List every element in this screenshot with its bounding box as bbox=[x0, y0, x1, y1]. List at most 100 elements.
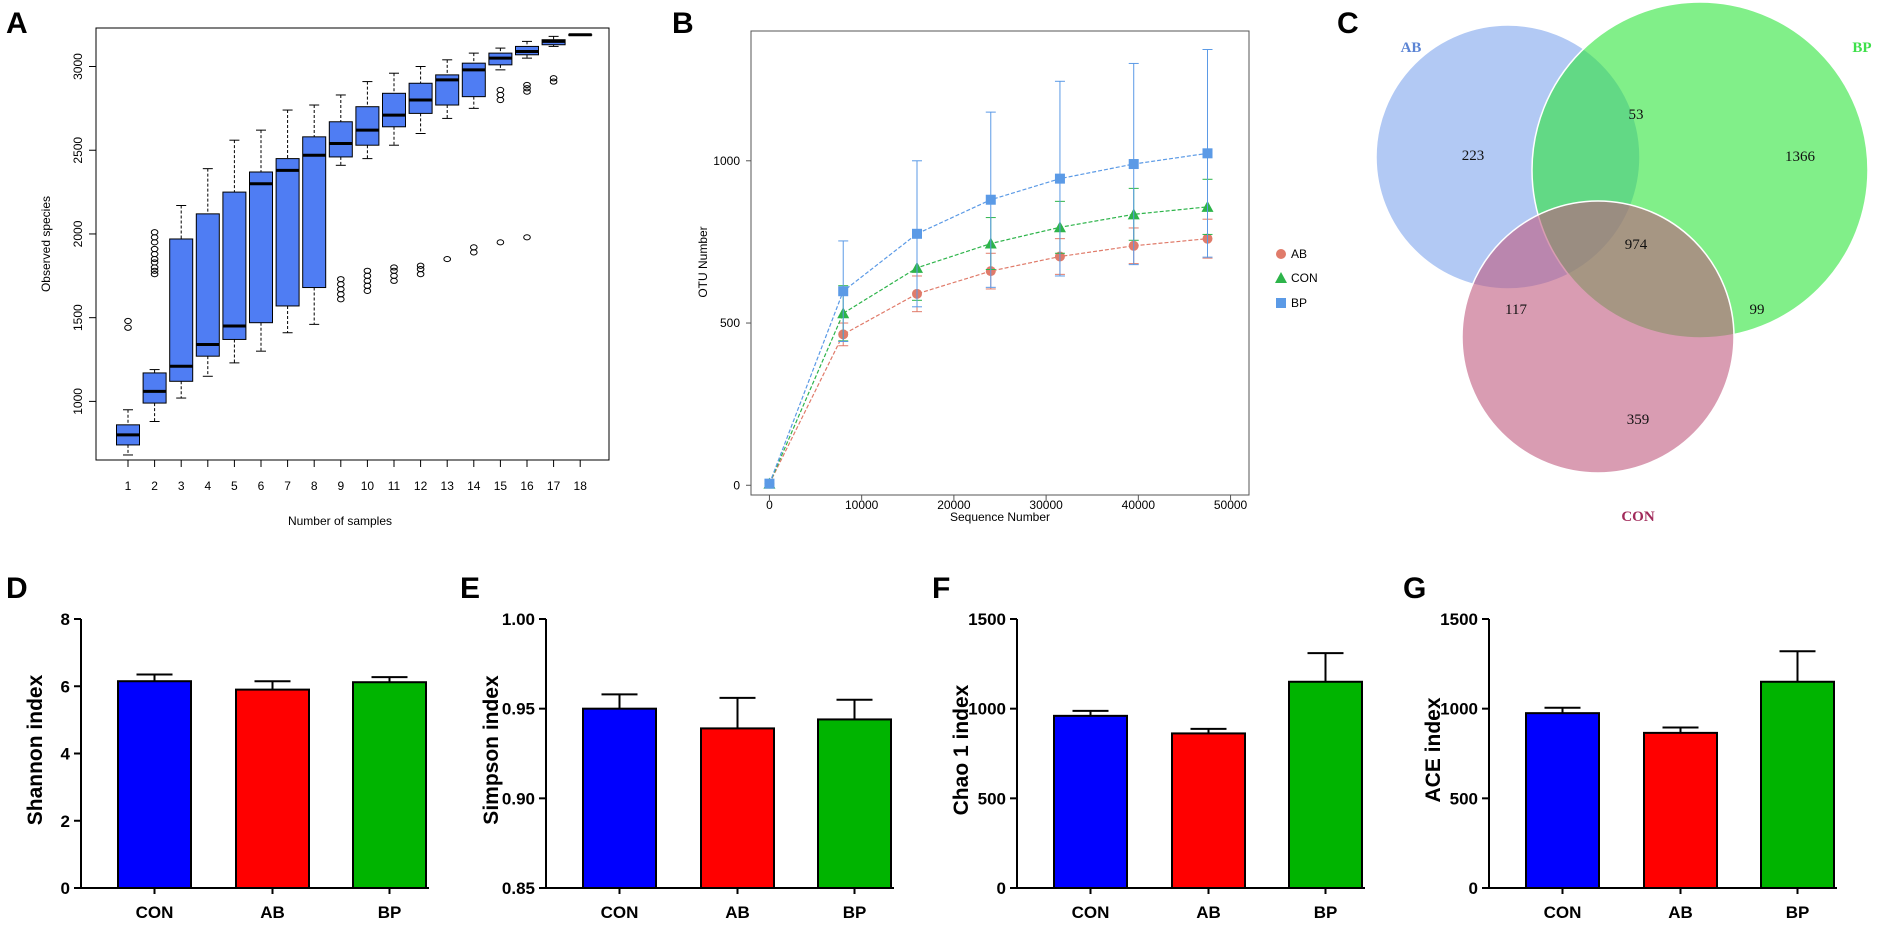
boxplot-x-tick-label: 9 bbox=[337, 479, 344, 493]
chao1-y-axis-label: Chao 1 index bbox=[950, 684, 973, 815]
boxplot-box bbox=[355, 106, 380, 146]
boxplot-outlier bbox=[496, 96, 505, 104]
boxplot-x-tick-label: 6 bbox=[258, 479, 265, 493]
line-point-bp bbox=[764, 478, 775, 489]
boxplot-outlier bbox=[150, 267, 159, 274]
bar-y-tick-label: 1000 bbox=[1440, 700, 1478, 719]
legend-label-bp: BP bbox=[1291, 296, 1307, 310]
boxplot-outlier bbox=[470, 244, 478, 251]
boxplot-outlier bbox=[150, 234, 159, 241]
venn-count-bp-only: 1366 bbox=[1785, 149, 1816, 165]
boxplot-chart: Number of samples Observed species 1000 1… bbox=[39, 27, 610, 528]
line-point-bp bbox=[1202, 148, 1213, 159]
bar-con bbox=[1053, 714, 1128, 890]
bar-con bbox=[1525, 712, 1600, 890]
boxplot-box bbox=[382, 92, 406, 128]
boxplot-y-tick-label: 3000 bbox=[71, 53, 85, 80]
boxplot-outlier bbox=[363, 267, 372, 274]
boxplot-outlier bbox=[150, 264, 159, 271]
boxplot-x-tick-label: 8 bbox=[311, 479, 318, 493]
boxplot-outlier bbox=[363, 287, 372, 294]
bar-y-tick-label: 0 bbox=[997, 879, 1006, 898]
bar-y-tick-label: 0.90 bbox=[502, 789, 535, 808]
line-x-tick-label: 10000 bbox=[845, 498, 879, 512]
boxplot-outlier bbox=[443, 255, 452, 263]
bar-x-tick-label: AB bbox=[725, 903, 750, 922]
boxplot-x-tick-label: 5 bbox=[231, 479, 238, 493]
ace-bar-chart: ACE index 0 500 1000 1500 CON AB BP bbox=[1422, 610, 1837, 922]
boxplot-outlier bbox=[390, 277, 398, 284]
boxplot-outlier bbox=[416, 262, 425, 269]
bar-x-tick-label: BP bbox=[1786, 903, 1810, 922]
line-x-tick-label: 30000 bbox=[1029, 498, 1063, 512]
boxplot-x-tick-label: 14 bbox=[467, 479, 481, 493]
boxplot-outlier bbox=[523, 88, 531, 95]
legend-label-con: CON bbox=[1291, 271, 1318, 285]
boxplot-outlier bbox=[363, 272, 372, 279]
legend-label-ab: AB bbox=[1291, 247, 1307, 261]
line-chart-frame bbox=[750, 30, 1250, 496]
panel-label-d: D bbox=[6, 572, 28, 605]
boxplot-outlier bbox=[390, 267, 398, 274]
boxplot-outlier bbox=[150, 255, 159, 263]
bar-con bbox=[582, 707, 657, 890]
boxplot-outlier bbox=[523, 234, 531, 241]
boxplot-box bbox=[275, 158, 300, 307]
boxplot-y-tick-label: 2000 bbox=[71, 220, 85, 247]
boxplot-box bbox=[328, 121, 353, 158]
bar-x-tick-label: BP bbox=[1314, 903, 1338, 922]
boxplot-outlier bbox=[416, 271, 425, 278]
venn-set-label-ab: AB bbox=[1401, 40, 1422, 56]
boxplot-outlier bbox=[124, 317, 132, 325]
bar-ab bbox=[1643, 731, 1718, 889]
bar-y-tick-label: 500 bbox=[1450, 789, 1478, 808]
bar-x-tick-label: CON bbox=[136, 903, 174, 922]
venn-count-ab-bp: 53 bbox=[1629, 107, 1644, 123]
chao1-bar-chart: Chao 1 index 0 500 1000 1500 CON AB BP bbox=[950, 610, 1365, 922]
bar-y-tick-label: 0 bbox=[61, 879, 70, 898]
rarefaction-line-chart: Sequence Number OTU Number 0 10000 20000 30… bbox=[696, 30, 1318, 524]
boxplot-x-tick-label: 4 bbox=[204, 479, 211, 493]
venn-count-all: 974 bbox=[1625, 237, 1648, 253]
bar-y-tick-label: 2 bbox=[61, 812, 70, 831]
bar-bp bbox=[352, 681, 427, 890]
line-x-tick-label: 40000 bbox=[1122, 498, 1156, 512]
boxplot-x-tick-label: 15 bbox=[494, 479, 508, 493]
boxplot-box bbox=[249, 171, 273, 324]
boxplot-x-tick-label: 1 bbox=[125, 479, 132, 493]
bar-con bbox=[117, 680, 192, 889]
bar-y-tick-label: 1500 bbox=[1440, 610, 1478, 629]
bar-y-tick-label: 0 bbox=[1469, 879, 1478, 898]
boxplot-box bbox=[302, 136, 327, 289]
boxplot-x-axis-label: Number of samples bbox=[288, 514, 392, 528]
boxplot-outlier bbox=[416, 266, 425, 273]
panel-label-e: E bbox=[460, 572, 480, 605]
boxplot-x-tick-label: 3 bbox=[178, 479, 185, 493]
boxplot-x-tick-label: 2 bbox=[151, 479, 158, 493]
boxplot-outlier bbox=[496, 239, 505, 246]
bar-bp bbox=[1288, 680, 1363, 889]
bar-ab bbox=[235, 688, 310, 889]
boxplot-outlier bbox=[337, 286, 345, 293]
boxplot-box bbox=[435, 74, 460, 106]
boxplot-y-tick-label: 1000 bbox=[71, 388, 85, 415]
venn-count-ab-con: 117 bbox=[1505, 302, 1527, 318]
bar-y-tick-label: 0.95 bbox=[502, 700, 535, 719]
panel-label-g: G bbox=[1403, 572, 1426, 605]
legend-marker-ab bbox=[1276, 249, 1286, 259]
boxplot-outlier bbox=[150, 271, 159, 278]
line-x-tick-label: 0 bbox=[766, 498, 773, 512]
shannon-y-axis-label: Shannon index bbox=[24, 674, 47, 825]
boxplot-x-tick-label: 16 bbox=[520, 479, 534, 493]
panel-label-b: B bbox=[672, 7, 694, 40]
bar-bp bbox=[1760, 680, 1835, 889]
boxplot-y-tick-label: 1500 bbox=[71, 304, 85, 331]
venn-count-bp-con: 99 bbox=[1750, 302, 1765, 318]
panel-label-f: F bbox=[932, 572, 950, 605]
bar-y-tick-label: 6 bbox=[61, 677, 70, 696]
boxplot-x-tick-label: 12 bbox=[414, 479, 428, 493]
boxplot-outlier bbox=[337, 291, 345, 298]
boxplot-box bbox=[195, 213, 220, 357]
boxplot-box bbox=[408, 82, 433, 114]
